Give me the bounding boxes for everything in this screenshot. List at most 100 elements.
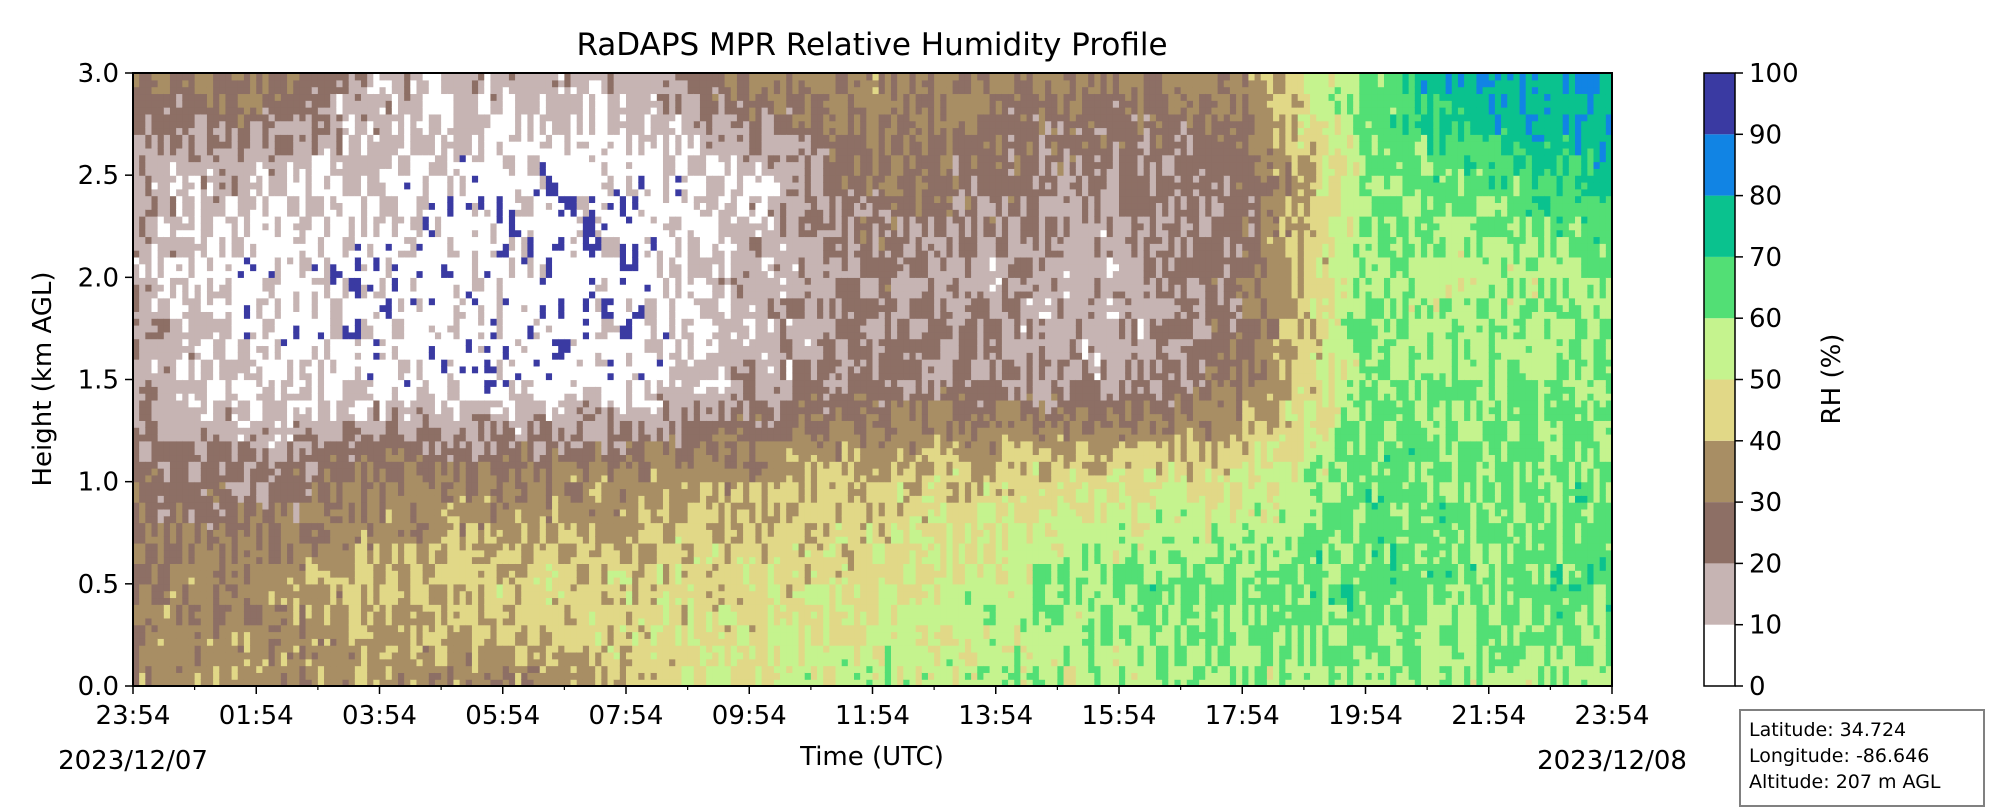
contour-cell <box>330 236 337 243</box>
contour-cell <box>416 121 423 128</box>
contour-cell <box>367 359 374 366</box>
contour-cell <box>182 482 189 489</box>
contour-cell <box>349 257 356 264</box>
contour-cell <box>133 223 140 230</box>
contour-cell <box>423 645 430 652</box>
contour-cell <box>145 339 152 346</box>
contour-cell <box>182 325 189 332</box>
contour-cell <box>336 189 343 196</box>
contour-cell <box>398 257 405 264</box>
contour-cell <box>275 597 282 604</box>
contour-cell <box>244 236 251 243</box>
contour-cell <box>275 359 282 366</box>
contour-cell <box>336 148 343 155</box>
contour-cell <box>201 216 208 223</box>
contour-cell <box>281 114 288 121</box>
contour-cell <box>373 134 380 141</box>
contour-cell <box>133 672 140 679</box>
contour-cell <box>275 454 282 461</box>
contour-cell <box>170 216 177 223</box>
contour-cell <box>423 427 430 434</box>
contour-cell <box>176 509 183 516</box>
contour-cell <box>380 386 387 393</box>
contour-cell <box>367 141 374 148</box>
contour-cell <box>158 236 165 243</box>
contour-cell <box>164 672 171 679</box>
contour-cell <box>324 563 331 570</box>
contour-cell <box>207 141 214 148</box>
contour-cell <box>133 175 140 182</box>
contour-cell <box>367 591 374 598</box>
contour-cell <box>275 121 282 128</box>
contour-cell <box>416 114 423 121</box>
contour-cell <box>392 134 399 141</box>
contour-cell <box>139 168 146 175</box>
contour-cell <box>250 414 257 421</box>
contour-cell <box>287 597 294 604</box>
contour-cell <box>367 502 374 509</box>
contour-cell <box>386 659 393 666</box>
contour-cell <box>232 652 239 659</box>
contour-cell <box>349 632 356 639</box>
contour-cell <box>392 482 399 489</box>
contour-cell <box>306 461 313 468</box>
contour-cell <box>330 659 337 666</box>
contour-cell <box>306 611 313 618</box>
contour-cell <box>423 475 430 482</box>
contour-cell <box>380 332 387 339</box>
contour-cell <box>145 250 152 257</box>
contour-cell <box>256 604 263 611</box>
contour-cell <box>380 168 387 175</box>
contour-cell <box>176 516 183 523</box>
contour-cell <box>299 175 306 182</box>
contour-cell <box>472 570 479 577</box>
contour-cell <box>170 523 177 530</box>
contour-cell <box>188 448 195 455</box>
contour-cell <box>139 420 146 427</box>
contour-cell <box>293 448 300 455</box>
contour-cell <box>151 168 158 175</box>
contour-cell <box>145 284 152 291</box>
contour-cell <box>151 230 158 237</box>
contour-cell <box>460 441 467 448</box>
contour-cell <box>380 230 387 237</box>
contour-cell <box>429 523 436 530</box>
contour-cell <box>386 134 393 141</box>
contour-cell <box>429 427 436 434</box>
contour-cell <box>287 352 294 359</box>
contour-cell <box>158 134 165 141</box>
contour-cell <box>318 277 325 284</box>
contour-cell <box>182 577 189 584</box>
contour-cell <box>195 434 202 441</box>
contour-cell <box>336 291 343 298</box>
contour-cell <box>460 189 467 196</box>
contour-cell <box>207 597 214 604</box>
contour-cell <box>312 114 319 121</box>
contour-cell <box>232 597 239 604</box>
contour-cell <box>256 659 263 666</box>
contour-cell <box>349 427 356 434</box>
contour-cell <box>416 672 423 679</box>
contour-cell <box>392 155 399 162</box>
contour-cell <box>225 134 232 141</box>
contour-cell <box>447 516 454 523</box>
contour-cell <box>213 202 220 209</box>
contour-cell <box>306 591 313 598</box>
contour-cell <box>281 448 288 455</box>
contour-cell <box>460 625 467 632</box>
contour-cell <box>145 277 152 284</box>
contour-cell <box>151 339 158 346</box>
contour-cell <box>318 557 325 564</box>
contour-cell <box>256 73 263 80</box>
contour-cell <box>324 536 331 543</box>
contour-cell <box>250 373 257 380</box>
contour-cell <box>195 209 202 216</box>
contour-cell <box>299 475 306 482</box>
contour-cell <box>373 536 380 543</box>
contour-cell <box>275 87 282 94</box>
contour-cell <box>392 284 399 291</box>
contour-cell <box>324 557 331 564</box>
contour-cell <box>201 264 208 271</box>
contour-cell <box>244 73 251 80</box>
contour-cell <box>386 298 393 305</box>
